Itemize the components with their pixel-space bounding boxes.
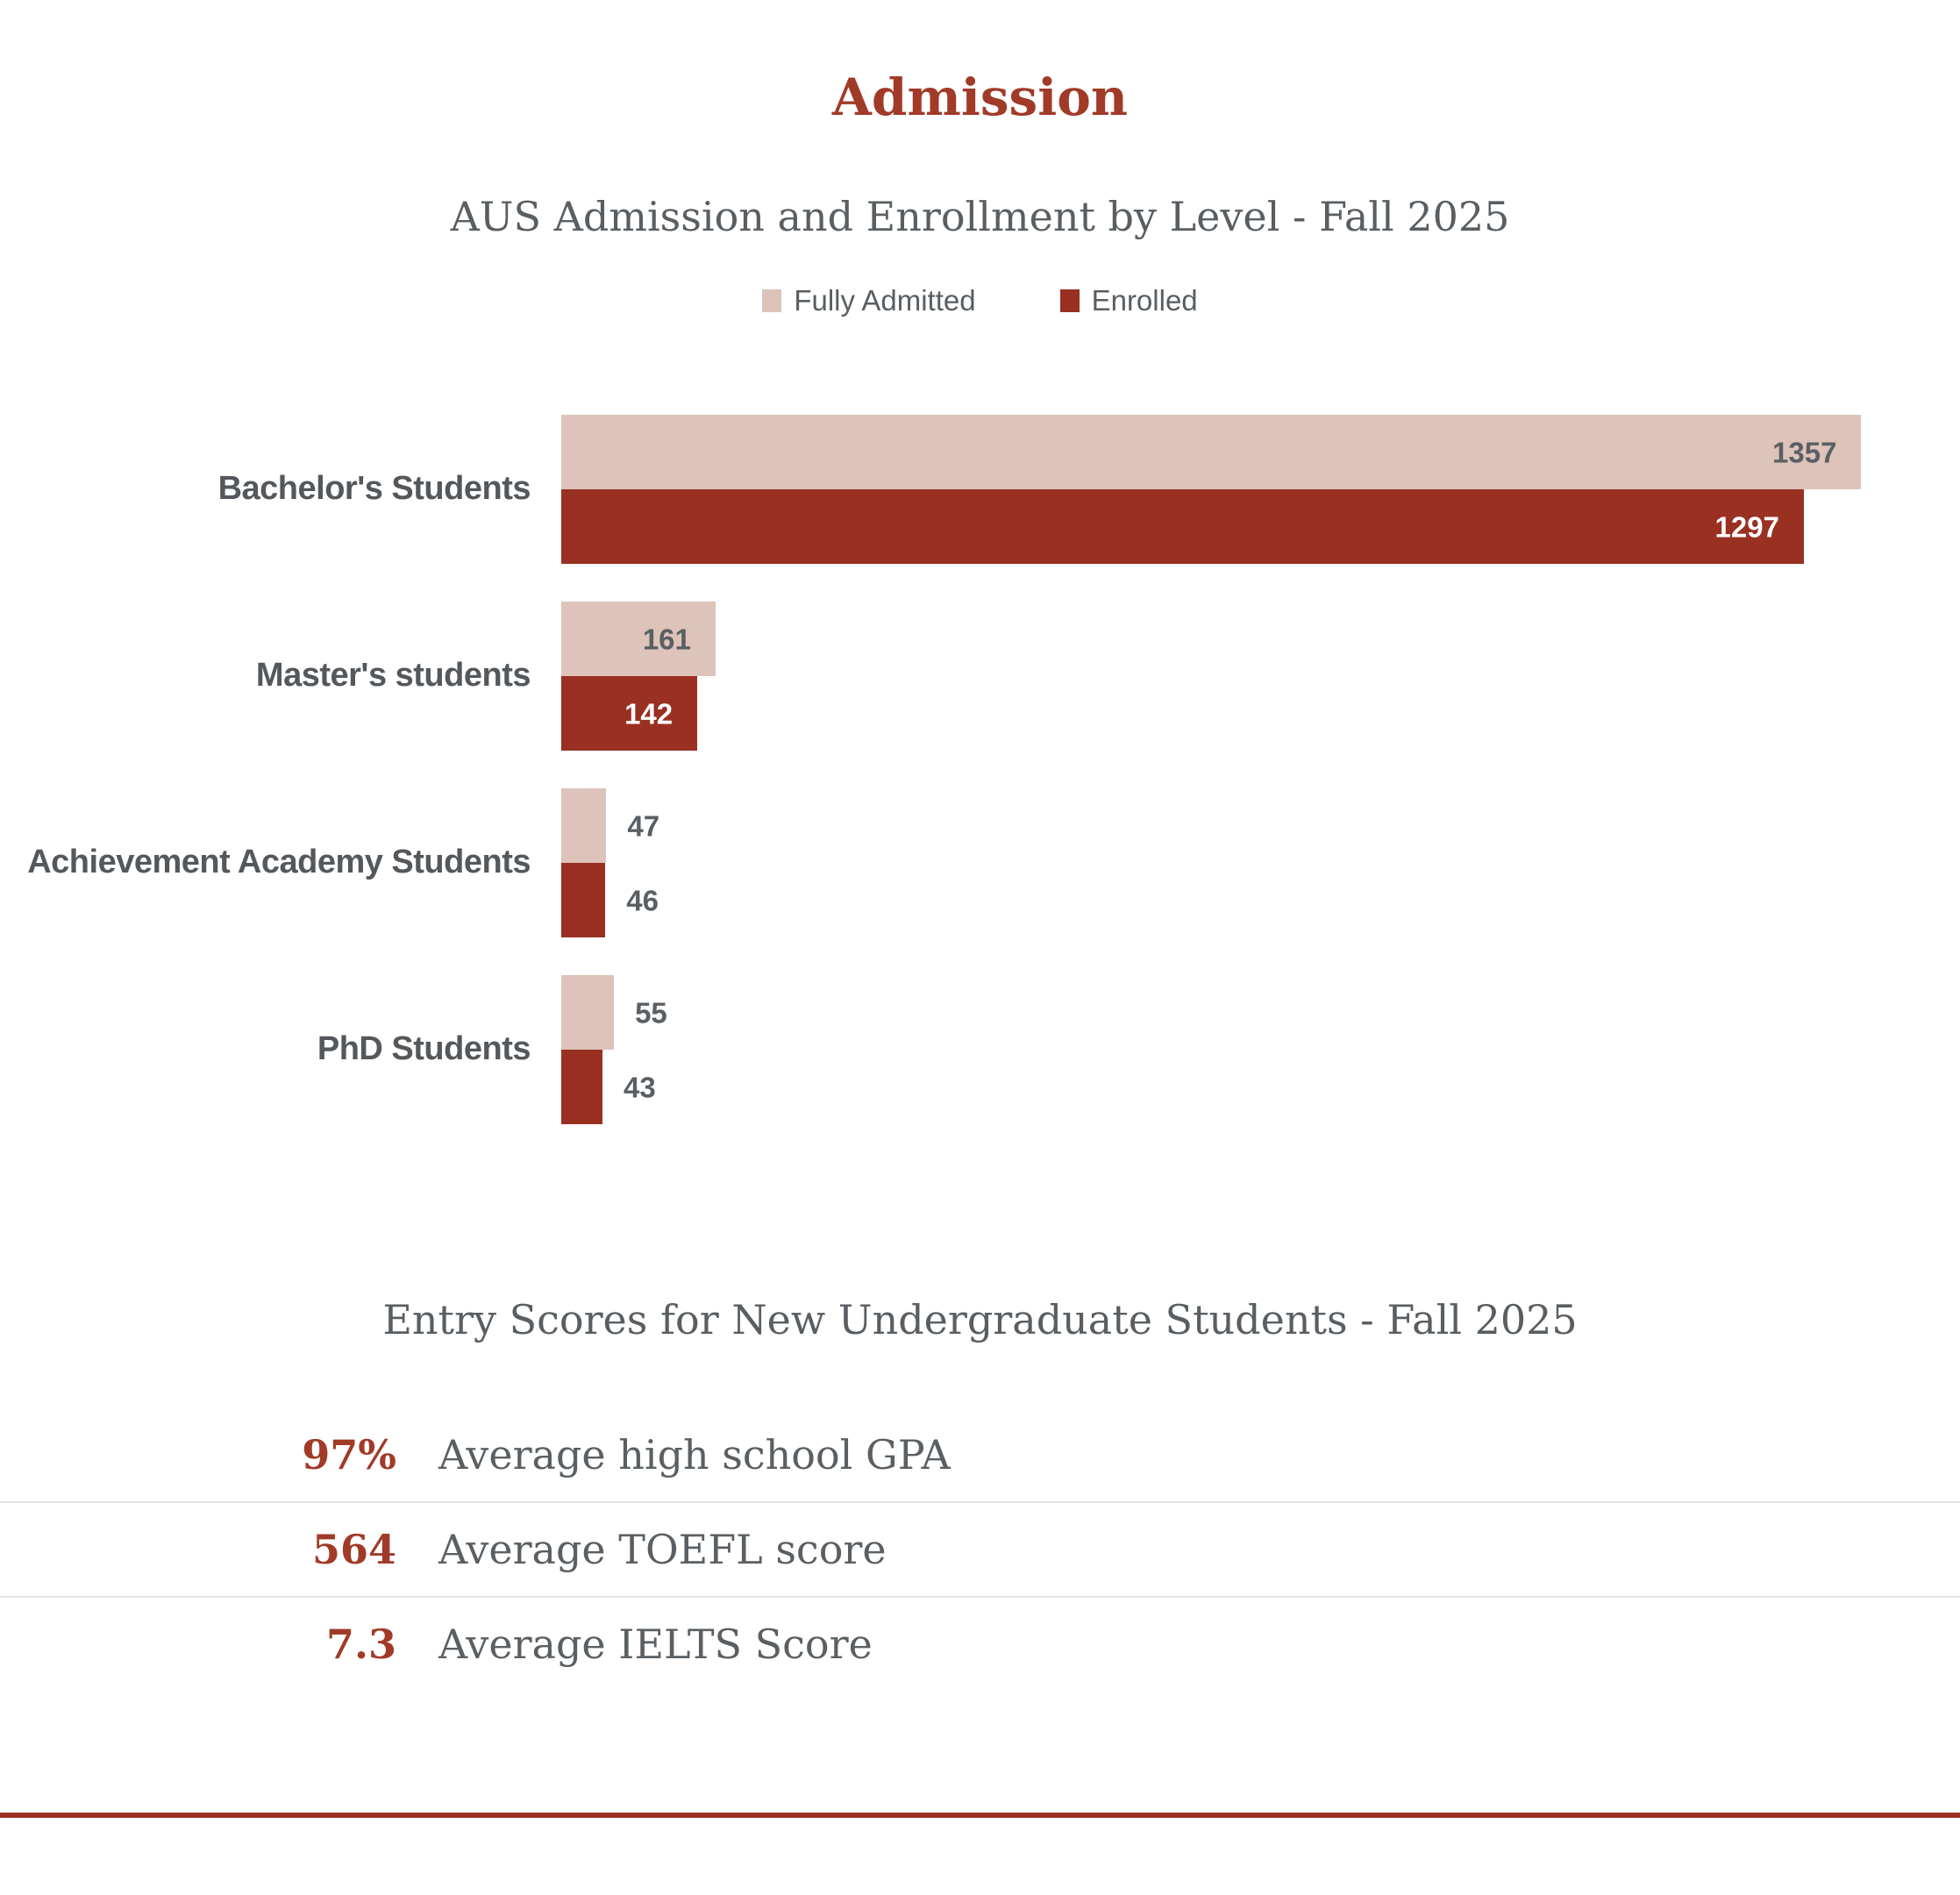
footer-divider-rule [0,1813,1960,1818]
chart-title: AUS Admission and Enrollment by Level - … [450,193,1510,241]
legend-swatch-icon [1059,289,1080,312]
bar-value-label: 46 [626,884,659,916]
bar-value-label: 161 [642,623,691,655]
stat-row: 7.3 Average IELTS Score [0,1598,1960,1691]
stat-row: 564 Average TOEFL score [0,1503,1960,1598]
bar-value-label: 43 [623,1071,656,1103]
stat-label: Average high school GPA [438,1431,951,1478]
chart-row: PhD Students 55 43 [0,975,1960,1124]
entry-scores-table: 97% Average high school GPA 564 Average … [0,1408,1960,1691]
legend-item: Enrolled [1059,284,1198,317]
stat-label: Average IELTS Score [438,1621,873,1668]
bar-fully-admitted: 55 [561,975,667,1050]
legend-label: Fully Admitted [794,284,976,317]
stat-label: Average TOEFL score [438,1526,887,1573]
bar-enrolled: 142 [561,676,698,751]
legend-label: Enrolled [1091,284,1198,317]
bar-value-label: 1357 [1772,436,1837,468]
bar-enrolled: 1297 [561,489,1804,564]
bar-value-label: 55 [635,996,667,1029]
entry-scores-title: Entry Scores for New Undergraduate Stude… [382,1296,1578,1344]
legend-item: Fully Admitted [762,284,976,317]
stat-row: 97% Average high school GPA [0,1408,1960,1503]
bar-chart: Bachelor's Students 1357 1297 Master's st… [0,415,1960,1162]
stat-value: 564 [311,1526,396,1573]
bar-group: 55 43 [561,975,1960,1124]
chart-row: Bachelor's Students 1357 1297 [0,415,1960,564]
category-label: PhD Students [317,1030,531,1068]
bar-enrolled: 43 [561,1050,656,1124]
category-label: Master's students [255,657,531,695]
bar-enrolled: 46 [561,863,659,937]
bar-fully-admitted: 161 [561,602,716,676]
stat-value: 97% [302,1431,396,1478]
bar-group: 161 142 [561,602,1960,751]
category-label: Achievement Academy Students [27,844,531,881]
bar-group: 1357 1297 [561,415,1960,564]
bar-fully-admitted: 47 [561,788,659,863]
category-label: Bachelor's Students [217,470,531,508]
bar-value-label: 142 [624,697,674,730]
chart-row: Achievement Academy Students 47 46 [0,788,1960,937]
chart-row: Master's students 161 142 [0,602,1960,751]
page-title: Admission [831,67,1129,127]
bar-value-label: 1297 [1714,510,1779,543]
legend-swatch-icon [762,289,782,312]
chart-legend: Fully Admitted Enrolled [0,286,1960,315]
bar-fully-admitted: 1357 [561,415,1862,489]
bar-group: 47 46 [561,788,1960,937]
bar-value-label: 47 [627,809,660,842]
stat-value: 7.3 [325,1621,396,1668]
